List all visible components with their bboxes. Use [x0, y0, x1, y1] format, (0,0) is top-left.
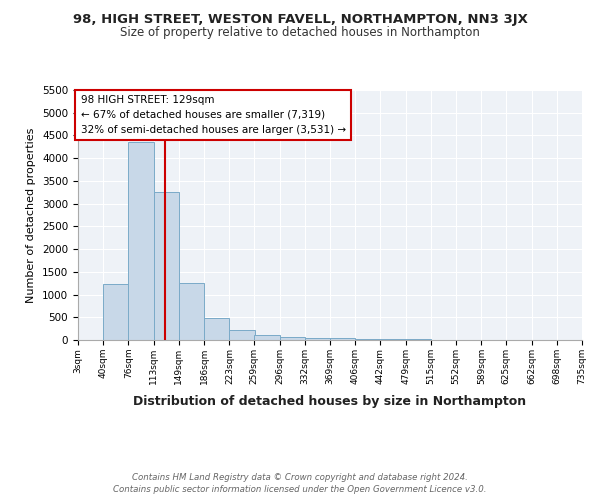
Text: 98 HIGH STREET: 129sqm
← 67% of detached houses are smaller (7,319)
32% of semi-: 98 HIGH STREET: 129sqm ← 67% of detached…	[80, 95, 346, 134]
Bar	[128, 142, 154, 340]
Bar	[305, 338, 330, 340]
Y-axis label: Number of detached properties: Number of detached properties	[26, 128, 37, 302]
Text: 98, HIGH STREET, WESTON FAVELL, NORTHAMPTON, NN3 3JX: 98, HIGH STREET, WESTON FAVELL, NORTHAMP…	[73, 12, 527, 26]
Bar	[280, 337, 305, 340]
Bar	[179, 282, 204, 340]
Bar	[355, 338, 381, 340]
Bar	[103, 284, 129, 340]
Text: Contains public sector information licensed under the Open Government Licence v3: Contains public sector information licen…	[113, 485, 487, 494]
Text: Size of property relative to detached houses in Northampton: Size of property relative to detached ho…	[120, 26, 480, 39]
Bar	[154, 192, 179, 340]
Text: Contains HM Land Registry data © Crown copyright and database right 2024.: Contains HM Land Registry data © Crown c…	[132, 472, 468, 482]
Bar	[330, 338, 355, 340]
Bar	[229, 330, 255, 340]
X-axis label: Distribution of detached houses by size in Northampton: Distribution of detached houses by size …	[133, 395, 527, 408]
Bar	[254, 336, 280, 340]
Bar	[204, 318, 229, 340]
Bar	[380, 339, 406, 340]
